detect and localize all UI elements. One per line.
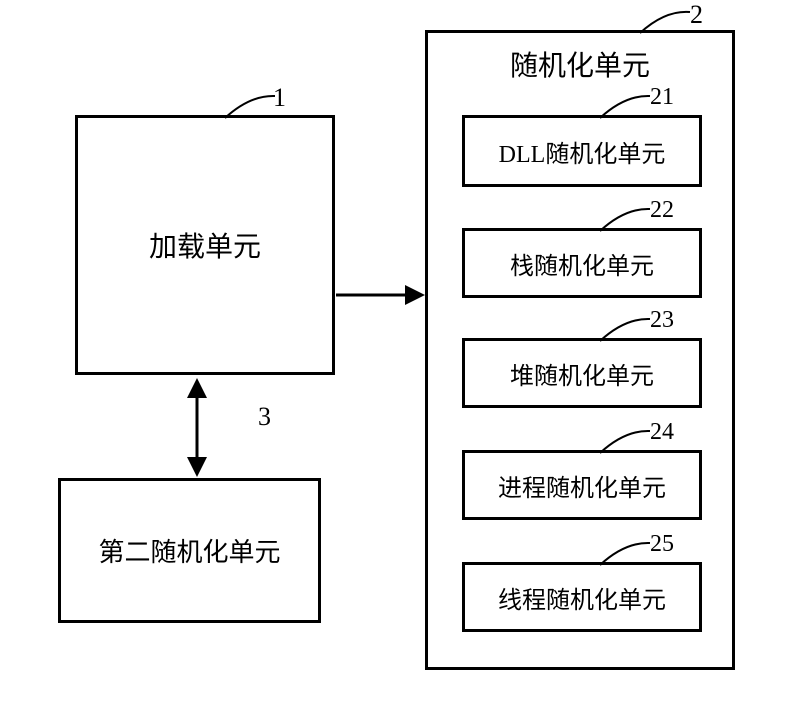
double-arrow-loading-second [0, 0, 800, 721]
